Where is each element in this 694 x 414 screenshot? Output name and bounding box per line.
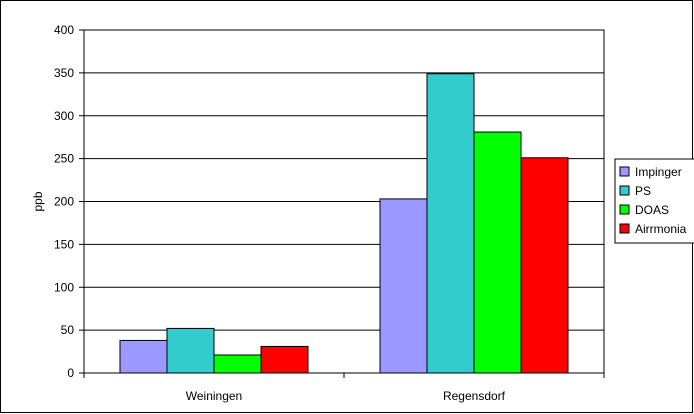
y-tick-label: 400 bbox=[54, 23, 74, 37]
bar-impinger-weiningen bbox=[119, 339, 168, 374]
legend-swatch bbox=[619, 204, 630, 215]
y-tick-label: 300 bbox=[54, 109, 74, 123]
legend: Impinger PS DOAS Airrmonia bbox=[614, 158, 694, 244]
y-tick-label: 50 bbox=[61, 323, 75, 337]
y-tick-label: 350 bbox=[54, 66, 74, 80]
legend-swatch bbox=[619, 166, 630, 177]
legend-label: Airrmonia bbox=[635, 222, 687, 236]
bar-ps-weiningen bbox=[166, 327, 215, 374]
category-labels: Weiningen Regensdorf bbox=[186, 389, 506, 403]
legend-label: PS bbox=[635, 184, 651, 198]
y-tick-label: 250 bbox=[54, 152, 74, 166]
legend-swatch bbox=[619, 185, 630, 196]
y-tick-label: 200 bbox=[54, 195, 74, 209]
y-tick-label: 100 bbox=[54, 280, 74, 294]
bar-impinger-regensdorf bbox=[379, 198, 428, 374]
y-tick-label: 0 bbox=[67, 366, 74, 380]
bar-doas-regensdorf bbox=[473, 131, 522, 374]
bar-airrmonia-regensdorf bbox=[520, 157, 569, 374]
legend-label: Impinger bbox=[635, 165, 682, 179]
x-category-label: Weiningen bbox=[186, 389, 242, 403]
y-tick-labels: 0 50 100 150 200 250 300 350 400 bbox=[54, 23, 74, 380]
y-tick-label: 150 bbox=[54, 237, 74, 251]
x-category-label: Regensdorf bbox=[443, 389, 506, 403]
bar-doas-weiningen bbox=[213, 354, 262, 374]
legend-label: DOAS bbox=[635, 203, 669, 217]
bar-ps-regensdorf bbox=[426, 73, 475, 374]
bar-airrmonia-weiningen bbox=[260, 345, 309, 374]
axes bbox=[79, 29, 605, 378]
legend-swatch bbox=[619, 223, 630, 234]
y-axis-label: ppb bbox=[31, 191, 45, 211]
bars bbox=[119, 73, 569, 374]
